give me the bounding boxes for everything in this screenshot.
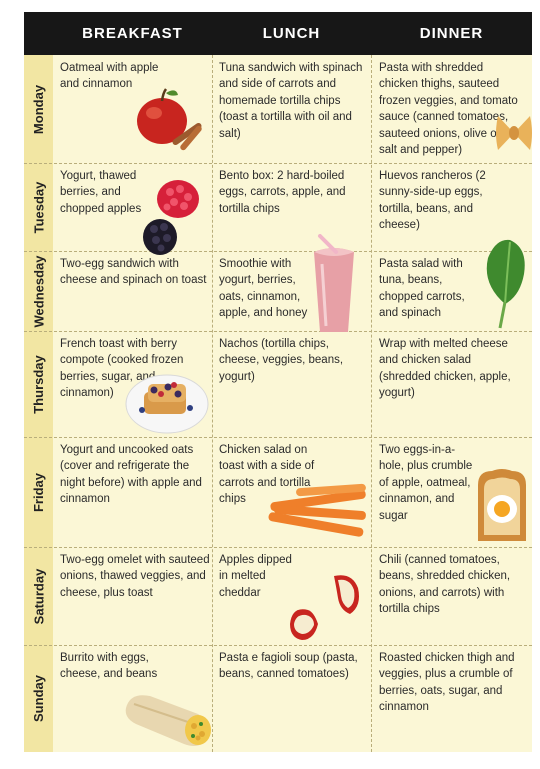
day-label-saturday: Saturday — [31, 568, 47, 624]
meal-text-friday-dinner: Two eggs-in-a-hole, plus crumble of appl… — [379, 444, 473, 522]
farfalle-pasta-icon — [496, 116, 532, 150]
day-band-sunday — [24, 645, 53, 752]
french-toast-plate-icon — [125, 374, 209, 434]
cell-sunday-dinner — [371, 645, 532, 752]
cell-saturday-dinner — [371, 547, 532, 645]
meal-text-wednesday-lunch: Smoothie with yogurt, berries, oats, cin… — [219, 258, 308, 320]
cell-thursday-dinner — [371, 331, 532, 437]
meal-text-thursday-lunch: Nachos (tortilla chips, cheese, veggies,… — [219, 338, 344, 383]
meal-text-friday-lunch: Chicken salad on toast with a side of ca… — [219, 444, 315, 506]
meal-text-saturday-breakfast: Two-egg omelet with sauteed onions, thaw… — [60, 554, 210, 599]
meal-text-saturday-lunch: Apples dipped in melted cheddar — [219, 554, 292, 599]
day-label-wednesday: Wednesday — [31, 254, 47, 328]
divider — [212, 55, 213, 752]
cell-saturday-breakfast — [53, 547, 212, 645]
header-breakfast: BREAKFAST — [82, 25, 183, 42]
meal-text-thursday-dinner: Wrap with melted cheese and chicken sala… — [379, 338, 511, 400]
day-band-thursday — [24, 331, 53, 437]
divider — [24, 547, 532, 548]
meal-plan-table: BREAKFAST LUNCH DINNER Monday Oatmeal wi… — [24, 12, 532, 752]
meal-text-tuesday-breakfast: Yogurt, thawed berries, and chopped appl… — [60, 170, 142, 215]
meal-text-sunday-lunch: Pasta e fagioli soup (pasta, beans, cann… — [219, 652, 358, 681]
meal-text-wednesday-breakfast: Two-egg sandwich with cheese and spinach… — [60, 258, 207, 287]
cell-tuesday-dinner — [371, 163, 532, 251]
spinach-leaf-icon — [486, 239, 525, 329]
header-bar — [24, 12, 532, 55]
day-band-wednesday — [24, 251, 53, 331]
meal-text-monday-dinner: Pasta with shredded chicken thighs, saut… — [379, 62, 518, 157]
raspberry-blackberry-icon — [143, 180, 199, 255]
divider — [24, 331, 532, 332]
smoothie-glass-icon — [314, 234, 354, 332]
cell-monday-dinner — [371, 55, 532, 163]
burrito-icon — [125, 695, 211, 746]
meal-text-monday-lunch: Tuna sandwich with spinach and side of c… — [219, 62, 363, 140]
day-label-monday: Monday — [31, 84, 46, 134]
meal-text-sunday-breakfast: Burrito with eggs, cheese, and beans — [60, 652, 158, 681]
day-label-friday: Friday — [31, 472, 47, 512]
cell-tuesday-lunch — [212, 163, 371, 251]
divider — [24, 163, 532, 164]
cell-monday-lunch — [212, 55, 371, 163]
meal-text-thursday-breakfast: French toast with berry compote (cooked … — [60, 338, 184, 400]
apple-cinnamon-icon — [137, 88, 202, 151]
divider — [371, 55, 372, 752]
cell-wednesday-breakfast — [53, 251, 212, 331]
carrot-sticks-icon — [268, 483, 366, 537]
day-band-friday — [24, 437, 53, 547]
meal-text-monday-breakfast: Oatmeal with apple and cinnamon — [60, 62, 159, 91]
header-dinner: DINNER — [419, 25, 484, 42]
day-label-thursday: Thursday — [31, 354, 47, 414]
cell-sunday-lunch — [212, 645, 371, 752]
day-band-monday — [24, 55, 53, 163]
egg-in-toast-icon — [478, 469, 526, 541]
divider — [24, 251, 532, 252]
day-band-tuesday — [24, 163, 53, 251]
divider — [24, 645, 532, 646]
meal-text-sunday-dinner: Roasted chicken thigh and veggies, plus … — [379, 652, 515, 714]
header-lunch: LUNCH — [262, 25, 321, 42]
divider — [24, 437, 532, 438]
meal-text-wednesday-dinner: Pasta salad with tuna, beans, chopped ca… — [379, 258, 465, 320]
day-label-tuesday: Tuesday — [31, 181, 46, 233]
cell-friday-breakfast — [53, 437, 212, 547]
meal-text-friday-breakfast: Yogurt and uncooked oats (cover and refr… — [60, 444, 202, 506]
meal-text-tuesday-dinner: Huevos rancheros (2 sunny-side-up eggs, … — [379, 170, 486, 232]
day-label-sunday: Sunday — [31, 675, 46, 722]
day-band-saturday — [24, 547, 53, 645]
meal-text-saturday-dinner: Chili (canned tomatoes, beans, shredded … — [379, 554, 511, 616]
apple-slice-icon — [290, 575, 359, 640]
meal-text-tuesday-lunch: Bento box: 2 hard-boiled eggs, carrots, … — [219, 170, 346, 215]
cell-thursday-lunch — [212, 331, 371, 437]
